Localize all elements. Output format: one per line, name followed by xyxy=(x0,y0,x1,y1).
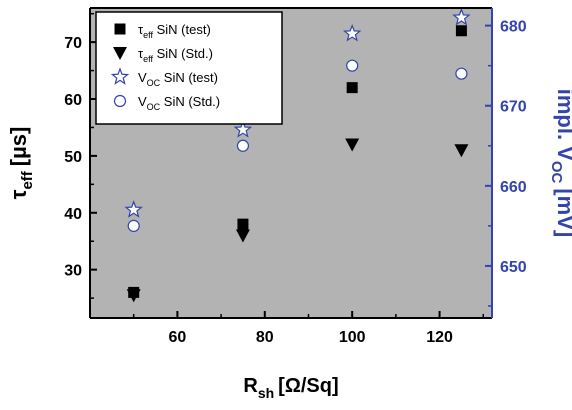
legend-marker-4 xyxy=(113,94,127,108)
data-point-series-3 xyxy=(452,7,471,26)
data-point-series-4 xyxy=(236,139,250,152)
legend-marker-3 xyxy=(110,67,130,85)
data-point-series-3 xyxy=(124,200,143,218)
y-right-tick-label: 650 xyxy=(500,259,527,276)
x-tick-label: 100 xyxy=(339,329,366,346)
legend-label-2: τeff SiN (Std.) xyxy=(138,46,213,64)
data-point-series-1 xyxy=(346,82,358,94)
data-point-series-1 xyxy=(455,25,467,37)
data-point-series-4 xyxy=(455,67,468,80)
legend-label-4: VOC SiN (Std.) xyxy=(138,94,220,112)
legend-marker-1 xyxy=(114,23,126,35)
y-axis-right-label: impl. VOC[mV] xyxy=(548,89,572,238)
data-point-series-3 xyxy=(342,23,362,42)
legend-label-3: VOC SiN (test) xyxy=(138,70,218,88)
y-left-tick-label: 60 xyxy=(64,92,82,109)
data-point-series-2 xyxy=(454,144,469,158)
y-left-tick-label: 70 xyxy=(64,35,82,52)
x-tick-label: 80 xyxy=(256,329,274,346)
legend-box xyxy=(95,11,283,125)
x-axis-label: Rsh [Ω/Sq] xyxy=(243,375,338,401)
y-left-tick-label: 40 xyxy=(64,206,82,223)
data-point-series-3 xyxy=(233,120,253,138)
data-point-series-4 xyxy=(127,219,140,232)
x-tick-label: 120 xyxy=(426,329,453,346)
x-tick-label: 60 xyxy=(168,329,186,346)
y-left-tick-label: 30 xyxy=(64,263,82,280)
data-point-series-2 xyxy=(235,229,250,243)
data-point-series-2 xyxy=(345,138,360,152)
y-right-tick-label: 670 xyxy=(500,99,527,116)
y-axis-left-label: τeff[µs] xyxy=(6,127,36,200)
data-point-series-4 xyxy=(346,59,359,72)
y-right-tick-label: 680 xyxy=(500,19,527,36)
legend-label-1: τeff SiN (test) xyxy=(138,22,211,40)
data-point-series-1 xyxy=(237,218,249,230)
legend-marker-2 xyxy=(113,47,127,60)
data-point-series-2 xyxy=(126,289,141,303)
y-right-tick-label: 660 xyxy=(500,179,527,196)
y-left-tick-label: 50 xyxy=(64,149,82,166)
